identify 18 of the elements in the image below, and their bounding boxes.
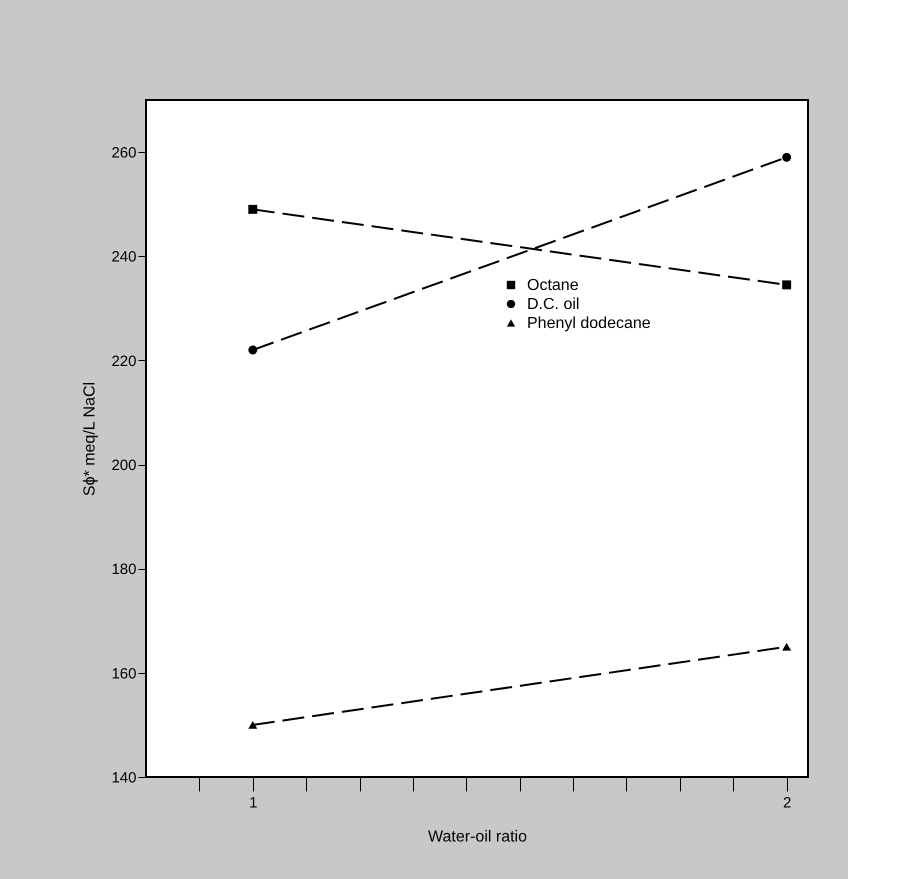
y-tick-label: 180 [111, 561, 136, 578]
x-tick-label: 1 [249, 794, 258, 812]
y-tick-label: 200 [111, 457, 136, 474]
x-axis-title: Water-oil ratio [428, 828, 528, 846]
legend-label: D.C. oil [527, 296, 580, 313]
y-tick-label: 160 [111, 665, 136, 682]
y-tick-label: 220 [111, 352, 136, 370]
y-tick-label: 140 [111, 770, 136, 786]
point [782, 280, 792, 290]
y-axis-title: Sϕ* meq/L NaCl [81, 382, 98, 496]
x-tick-label: 2 [782, 794, 792, 812]
point [248, 204, 258, 214]
point [248, 346, 258, 354]
legend-label: Octane [527, 277, 579, 294]
legend-label: Phenyl dodecane [527, 315, 651, 332]
y-tick-label: 240 [111, 248, 136, 266]
point [782, 152, 792, 162]
y-tick-label: 260 [111, 144, 136, 162]
